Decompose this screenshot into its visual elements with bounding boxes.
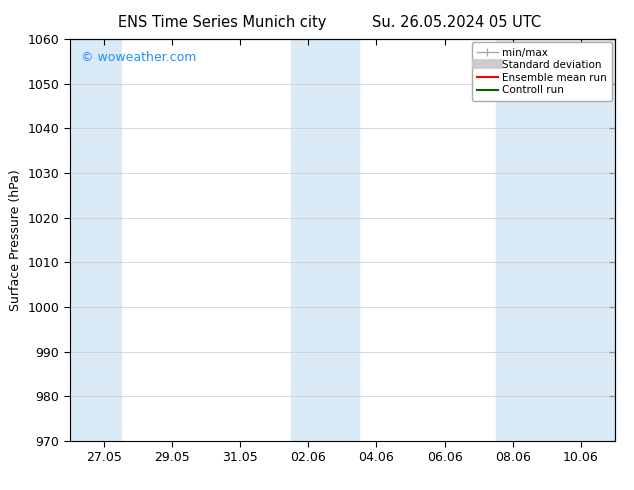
Text: Su. 26.05.2024 05 UTC: Su. 26.05.2024 05 UTC <box>372 15 541 30</box>
Text: © woweather.com: © woweather.com <box>81 51 196 64</box>
Bar <box>496 39 547 441</box>
Y-axis label: Surface Pressure (hPa): Surface Pressure (hPa) <box>9 169 22 311</box>
Legend: min/max, Standard deviation, Ensemble mean run, Controll run: min/max, Standard deviation, Ensemble me… <box>472 42 612 100</box>
Bar <box>547 39 615 441</box>
Bar <box>291 39 359 441</box>
Text: ENS Time Series Munich city: ENS Time Series Munich city <box>118 15 326 30</box>
Bar <box>70 39 121 441</box>
